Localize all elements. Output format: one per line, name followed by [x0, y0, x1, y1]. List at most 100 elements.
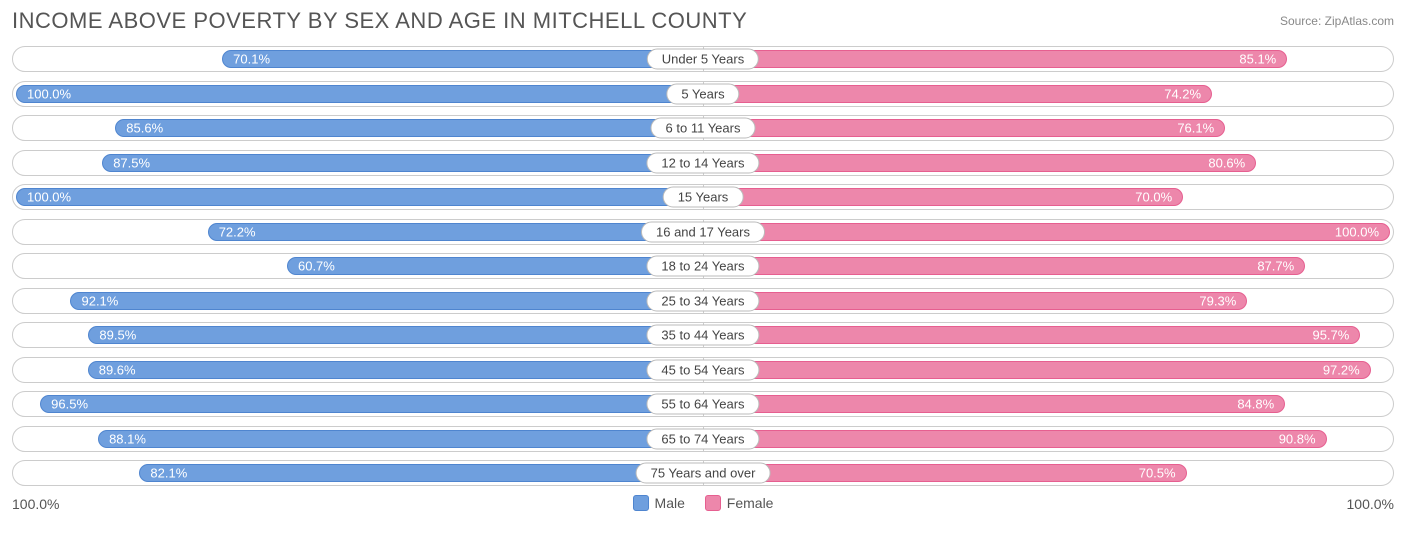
male-track: 87.5%: [12, 150, 704, 176]
male-swatch: [633, 495, 649, 511]
male-bar: 60.7%: [287, 257, 700, 275]
female-track: 87.7%: [704, 253, 1395, 279]
male-bar: 70.1%: [222, 50, 699, 68]
female-bar: 80.6%: [707, 154, 1257, 172]
chart-row: 89.6% 97.2% 45 to 54 Years: [12, 357, 1394, 383]
female-value: 95.7%: [1312, 328, 1349, 343]
chart-row: 85.6%76.1%6 to 11 Years: [12, 115, 1394, 141]
category-label: 35 to 44 Years: [646, 325, 759, 346]
female-track: 79.3%: [704, 288, 1395, 314]
legend-label-female: Female: [727, 495, 774, 511]
female-bar: 74.2%: [707, 85, 1213, 103]
female-value: 85.1%: [1239, 52, 1276, 67]
category-label: 12 to 14 Years: [646, 152, 759, 173]
chart-row: 96.5% 84.8% 55 to 64 Years: [12, 391, 1394, 417]
male-value: 85.6%: [126, 121, 163, 136]
male-bar: 100.0%: [16, 85, 700, 103]
category-label: 18 to 24 Years: [646, 256, 759, 277]
female-value: 76.1%: [1177, 121, 1214, 136]
category-label: 15 Years: [663, 187, 744, 208]
male-value: 70.1%: [233, 52, 270, 67]
female-track: 97.2%: [704, 357, 1395, 383]
axis-label-right: 100.0%: [1347, 496, 1394, 512]
female-track: 95.7%: [704, 322, 1395, 348]
axis-label-left: 100.0%: [12, 496, 59, 512]
male-bar: 82.1%: [139, 464, 699, 482]
chart-source: Source: ZipAtlas.com: [1280, 14, 1394, 28]
male-value: 100.0%: [27, 86, 71, 101]
male-track: 82.1%: [12, 460, 704, 486]
male-track: 100.0%: [12, 81, 704, 107]
male-track: 85.6%: [12, 115, 704, 141]
chart-row: 87.5% 80.6%12 to 14 Years: [12, 150, 1394, 176]
male-bar: 100.0%: [16, 188, 700, 206]
female-track: 70.0%: [704, 184, 1395, 210]
male-value: 60.7%: [298, 259, 335, 274]
female-swatch: [705, 495, 721, 511]
female-bar: 79.3%: [707, 292, 1248, 310]
female-track: 70.5%: [704, 460, 1395, 486]
male-track: 88.1%: [12, 426, 704, 452]
female-track: 74.2%: [704, 81, 1395, 107]
chart-row: 82.1% 70.5%75 Years and over: [12, 460, 1394, 486]
category-label: 5 Years: [666, 83, 739, 104]
butterfly-chart: 70.1% 85.1% Under 5 Years 100.0% 74.2% 5 Year…: [12, 46, 1394, 486]
male-bar: 72.2%: [208, 223, 700, 241]
female-value: 70.0%: [1135, 190, 1172, 205]
female-bar: 95.7%: [707, 326, 1361, 344]
male-track: 70.1%: [12, 46, 704, 72]
male-bar: 89.6%: [88, 361, 700, 379]
female-value: 90.8%: [1279, 431, 1316, 446]
male-track: 96.5%: [12, 391, 704, 417]
male-track: 89.6%: [12, 357, 704, 383]
male-track: 100.0%: [12, 184, 704, 210]
female-bar: 100.0%: [707, 223, 1391, 241]
male-bar: 89.5%: [88, 326, 699, 344]
male-bar: 88.1%: [98, 430, 699, 448]
female-value: 74.2%: [1164, 86, 1201, 101]
chart-title: INCOME ABOVE POVERTY BY SEX AND AGE IN M…: [12, 8, 747, 34]
male-value: 88.1%: [109, 431, 146, 446]
female-bar: 97.2%: [707, 361, 1371, 379]
category-label: 55 to 64 Years: [646, 394, 759, 415]
chart-header: INCOME ABOVE POVERTY BY SEX AND AGE IN M…: [12, 8, 1394, 34]
legend-item-female: Female: [705, 495, 774, 511]
chart-row: 72.2% 100.0% 16 and 17 Years: [12, 219, 1394, 245]
female-bar: 85.1%: [707, 50, 1288, 68]
female-value: 84.8%: [1237, 397, 1274, 412]
category-label: 65 to 74 Years: [646, 428, 759, 449]
category-label: 25 to 34 Years: [646, 290, 759, 311]
legend-item-male: Male: [633, 495, 685, 511]
male-bar: 87.5%: [102, 154, 699, 172]
female-track: 80.6%: [704, 150, 1395, 176]
female-bar: 76.1%: [707, 119, 1226, 137]
female-bar: 84.8%: [707, 395, 1286, 413]
chart-row: 88.1% 90.8% 65 to 74 Years: [12, 426, 1394, 452]
male-value: 92.1%: [81, 293, 118, 308]
male-bar: 85.6%: [115, 119, 699, 137]
chart-row: 70.1% 85.1% Under 5 Years: [12, 46, 1394, 72]
chart-row: 100.0% 74.2% 5 Years: [12, 81, 1394, 107]
male-bar: 96.5%: [40, 395, 699, 413]
category-label: Under 5 Years: [647, 49, 759, 70]
female-value: 87.7%: [1257, 259, 1294, 274]
female-value: 100.0%: [1335, 224, 1379, 239]
female-track: 100.0%: [704, 219, 1395, 245]
chart-row: 100.0% 70.0% 15 Years: [12, 184, 1394, 210]
chart-footer: 100.0% Male Female 100.0%: [12, 495, 1394, 514]
male-value: 72.2%: [219, 224, 256, 239]
male-value: 100.0%: [27, 190, 71, 205]
male-value: 89.6%: [99, 362, 136, 377]
female-value: 97.2%: [1323, 362, 1360, 377]
female-track: 76.1%: [704, 115, 1395, 141]
male-track: 72.2%: [12, 219, 704, 245]
male-track: 60.7%: [12, 253, 704, 279]
chart-row: 89.5% 95.7% 35 to 44 Years: [12, 322, 1394, 348]
category-label: 75 Years and over: [636, 463, 771, 484]
chart-row: 92.1% 79.3%25 to 34 Years: [12, 288, 1394, 314]
category-label: 16 and 17 Years: [641, 221, 765, 242]
female-bar: 87.7%: [707, 257, 1306, 275]
category-label: 45 to 54 Years: [646, 359, 759, 380]
female-track: 85.1%: [704, 46, 1395, 72]
female-bar: 90.8%: [707, 430, 1327, 448]
